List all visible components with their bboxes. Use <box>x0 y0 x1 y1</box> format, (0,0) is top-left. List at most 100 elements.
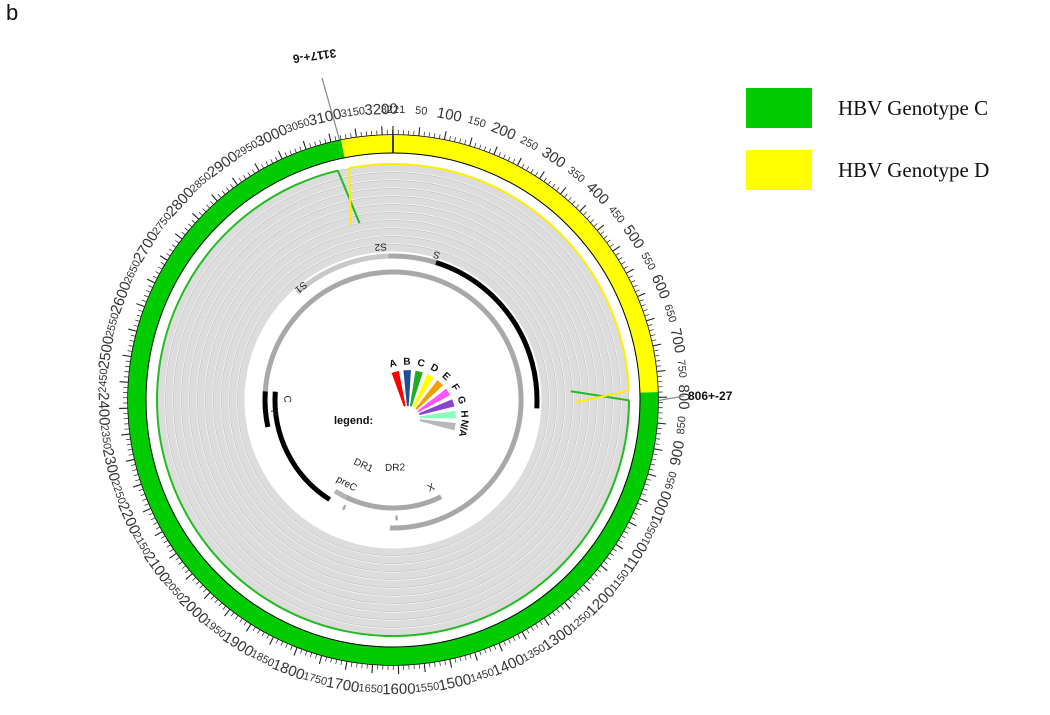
tick-mark <box>184 227 190 232</box>
tick-mark <box>609 243 614 248</box>
tick-mark <box>606 239 611 244</box>
tick-mark <box>449 136 451 142</box>
tick-mark <box>632 284 638 288</box>
tick-mark <box>210 595 215 600</box>
tick-mark <box>261 631 265 637</box>
tick-mark <box>423 131 425 137</box>
tick-mark <box>469 653 472 659</box>
tick-mark <box>202 208 207 213</box>
gene-label-p: P <box>268 409 280 417</box>
tick-mark <box>174 233 183 240</box>
panel-label: b <box>6 0 19 25</box>
tick-mark <box>538 171 545 180</box>
tick-mark <box>530 169 534 174</box>
tick-mark <box>656 369 666 373</box>
genotype-c-line <box>156 184 630 637</box>
tick-mark <box>516 157 522 167</box>
gene-label-s2: S2 <box>374 240 388 252</box>
tick-mark <box>439 660 441 666</box>
tick-mark <box>257 629 261 634</box>
tick-mark <box>488 148 492 154</box>
tick-mark <box>539 620 543 626</box>
tick-mark <box>479 650 482 656</box>
tick-mark <box>125 360 131 363</box>
tick-mark <box>593 223 598 228</box>
track-divider <box>229 236 557 564</box>
gene-arc-p <box>262 391 271 428</box>
tick-mark <box>254 163 260 172</box>
tick-mark <box>138 488 144 492</box>
legend-wedge-label: N/A <box>456 419 470 438</box>
tick-mark <box>586 580 591 585</box>
legend-wedge-label: F <box>449 382 462 393</box>
tick-mark <box>294 148 297 154</box>
tick-mark <box>371 664 374 674</box>
tick-mark <box>222 605 227 610</box>
tick-mark <box>517 633 521 639</box>
legend-wedge-label: G <box>454 395 467 406</box>
tick-label: 1500 <box>437 671 473 695</box>
legend-wedge-a <box>391 370 406 407</box>
legend-wedge-g <box>419 399 455 416</box>
tick-label: 650 <box>661 303 678 324</box>
gene-label-x: X <box>426 482 437 495</box>
tick-mark <box>133 483 142 488</box>
genotype-c-line <box>293 169 339 187</box>
tick-mark <box>148 512 154 516</box>
tick-mark <box>642 309 648 312</box>
tick-mark <box>214 598 219 604</box>
tick-mark <box>530 626 534 631</box>
tick-mark <box>623 530 628 534</box>
tick-mark <box>243 175 247 180</box>
tick-mark <box>252 626 256 632</box>
tick-mark <box>443 131 447 141</box>
legend-wedge-label: C <box>416 357 426 369</box>
tick-mark <box>230 184 234 189</box>
tick-mark <box>231 177 239 186</box>
legend-wedge-h <box>419 410 456 419</box>
tick-mark <box>150 517 156 521</box>
tick-mark <box>285 643 289 648</box>
tick-mark <box>138 309 144 312</box>
tick-mark <box>625 526 631 530</box>
tick-mark <box>526 628 530 634</box>
tick-mark <box>310 652 313 658</box>
tick-mark <box>318 655 323 665</box>
tick-mark <box>284 152 288 158</box>
tick-mark <box>521 631 527 640</box>
tick-mark <box>132 469 138 472</box>
tick-mark <box>630 280 636 283</box>
tick-label: 2350 <box>98 424 113 450</box>
tick-mark <box>498 152 501 158</box>
gene-arc-s2 <box>388 253 437 265</box>
tick-mark <box>136 303 146 308</box>
tick-mark <box>275 638 279 644</box>
tick-label: 2300 <box>99 447 123 483</box>
track-divider <box>205 212 581 588</box>
tick-label: 850 <box>675 416 689 435</box>
tick-mark <box>191 219 196 224</box>
tick-label: 900 <box>667 439 688 467</box>
legend-wedge-na <box>419 419 456 431</box>
tick-mark <box>464 139 467 145</box>
tick-mark <box>299 146 302 152</box>
tick-mark <box>603 235 608 240</box>
tick-mark <box>171 244 177 248</box>
tick-mark <box>474 142 477 148</box>
tick-mark <box>464 655 467 661</box>
gene-label-s: S <box>432 248 442 261</box>
gene-label-dr2: DR2 <box>385 462 406 474</box>
tick-mark <box>339 135 342 141</box>
tick-mark <box>340 659 343 665</box>
tick-mark <box>551 183 556 189</box>
similarity-track <box>181 188 605 612</box>
legend-wedge-label: H <box>458 410 469 418</box>
tick-mark <box>142 299 147 303</box>
tick-label: 400 <box>583 179 613 209</box>
tick-mark <box>168 248 174 253</box>
track-divider <box>221 228 565 572</box>
gene-annotations <box>262 253 540 531</box>
tick-mark <box>647 324 653 327</box>
tick-mark <box>361 663 363 669</box>
